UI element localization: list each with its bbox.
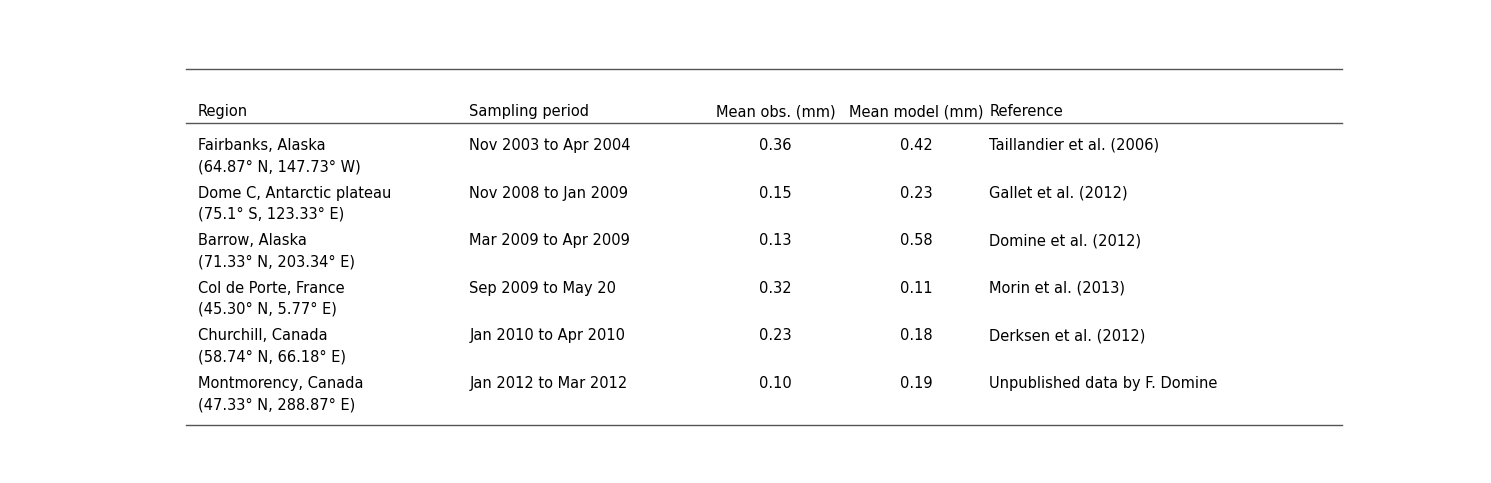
Text: 0.11: 0.11 [901,281,933,296]
Text: Mean model (mm): Mean model (mm) [850,104,984,119]
Text: 0.19: 0.19 [901,376,933,391]
Text: (58.74° N, 66.18° E): (58.74° N, 66.18° E) [198,350,346,365]
Text: 0.18: 0.18 [901,328,933,343]
Text: Sampling period: Sampling period [470,104,589,119]
Text: 0.23: 0.23 [759,328,792,343]
Text: Col de Porte, France: Col de Porte, France [198,281,344,296]
Text: Dome C, Antarctic plateau: Dome C, Antarctic plateau [198,185,391,200]
Text: (47.33° N, 288.87° E): (47.33° N, 288.87° E) [198,397,355,412]
Text: Churchill, Canada: Churchill, Canada [198,328,328,343]
Text: Unpublished data by F. Domine: Unpublished data by F. Domine [990,376,1218,391]
Text: Barrow, Alaska: Barrow, Alaska [198,233,307,248]
Text: 0.58: 0.58 [901,233,933,248]
Text: Gallet et al. (2012): Gallet et al. (2012) [990,185,1129,200]
Text: 0.42: 0.42 [901,138,933,153]
Text: Jan 2012 to Mar 2012: Jan 2012 to Mar 2012 [470,376,628,391]
Text: Jan 2010 to Apr 2010: Jan 2010 to Apr 2010 [470,328,626,343]
Text: Nov 2008 to Jan 2009: Nov 2008 to Jan 2009 [470,185,629,200]
Text: 0.36: 0.36 [759,138,792,153]
Text: Derksen et al. (2012): Derksen et al. (2012) [990,328,1147,343]
Text: Taillandier et al. (2006): Taillandier et al. (2006) [990,138,1160,153]
Text: Mar 2009 to Apr 2009: Mar 2009 to Apr 2009 [470,233,631,248]
Text: Fairbanks, Alaska: Fairbanks, Alaska [198,138,325,153]
Text: Region: Region [198,104,248,119]
Text: Montmorency, Canada: Montmorency, Canada [198,376,364,391]
Text: (64.87° N, 147.73° W): (64.87° N, 147.73° W) [198,159,361,174]
Text: 0.32: 0.32 [759,281,792,296]
Text: (71.33° N, 203.34° E): (71.33° N, 203.34° E) [198,255,355,270]
Text: Sep 2009 to May 20: Sep 2009 to May 20 [470,281,616,296]
Text: Reference: Reference [990,104,1063,119]
Text: 0.13: 0.13 [759,233,792,248]
Text: Nov 2003 to Apr 2004: Nov 2003 to Apr 2004 [470,138,631,153]
Text: Domine et al. (2012): Domine et al. (2012) [990,233,1142,248]
Text: Morin et al. (2013): Morin et al. (2013) [990,281,1126,296]
Text: 0.10: 0.10 [759,376,792,391]
Text: 0.23: 0.23 [901,185,933,200]
Text: (75.1° S, 123.33° E): (75.1° S, 123.33° E) [198,207,344,222]
Text: (45.30° N, 5.77° E): (45.30° N, 5.77° E) [198,302,337,317]
Text: Mean obs. (mm): Mean obs. (mm) [716,104,835,119]
Text: 0.15: 0.15 [759,185,792,200]
